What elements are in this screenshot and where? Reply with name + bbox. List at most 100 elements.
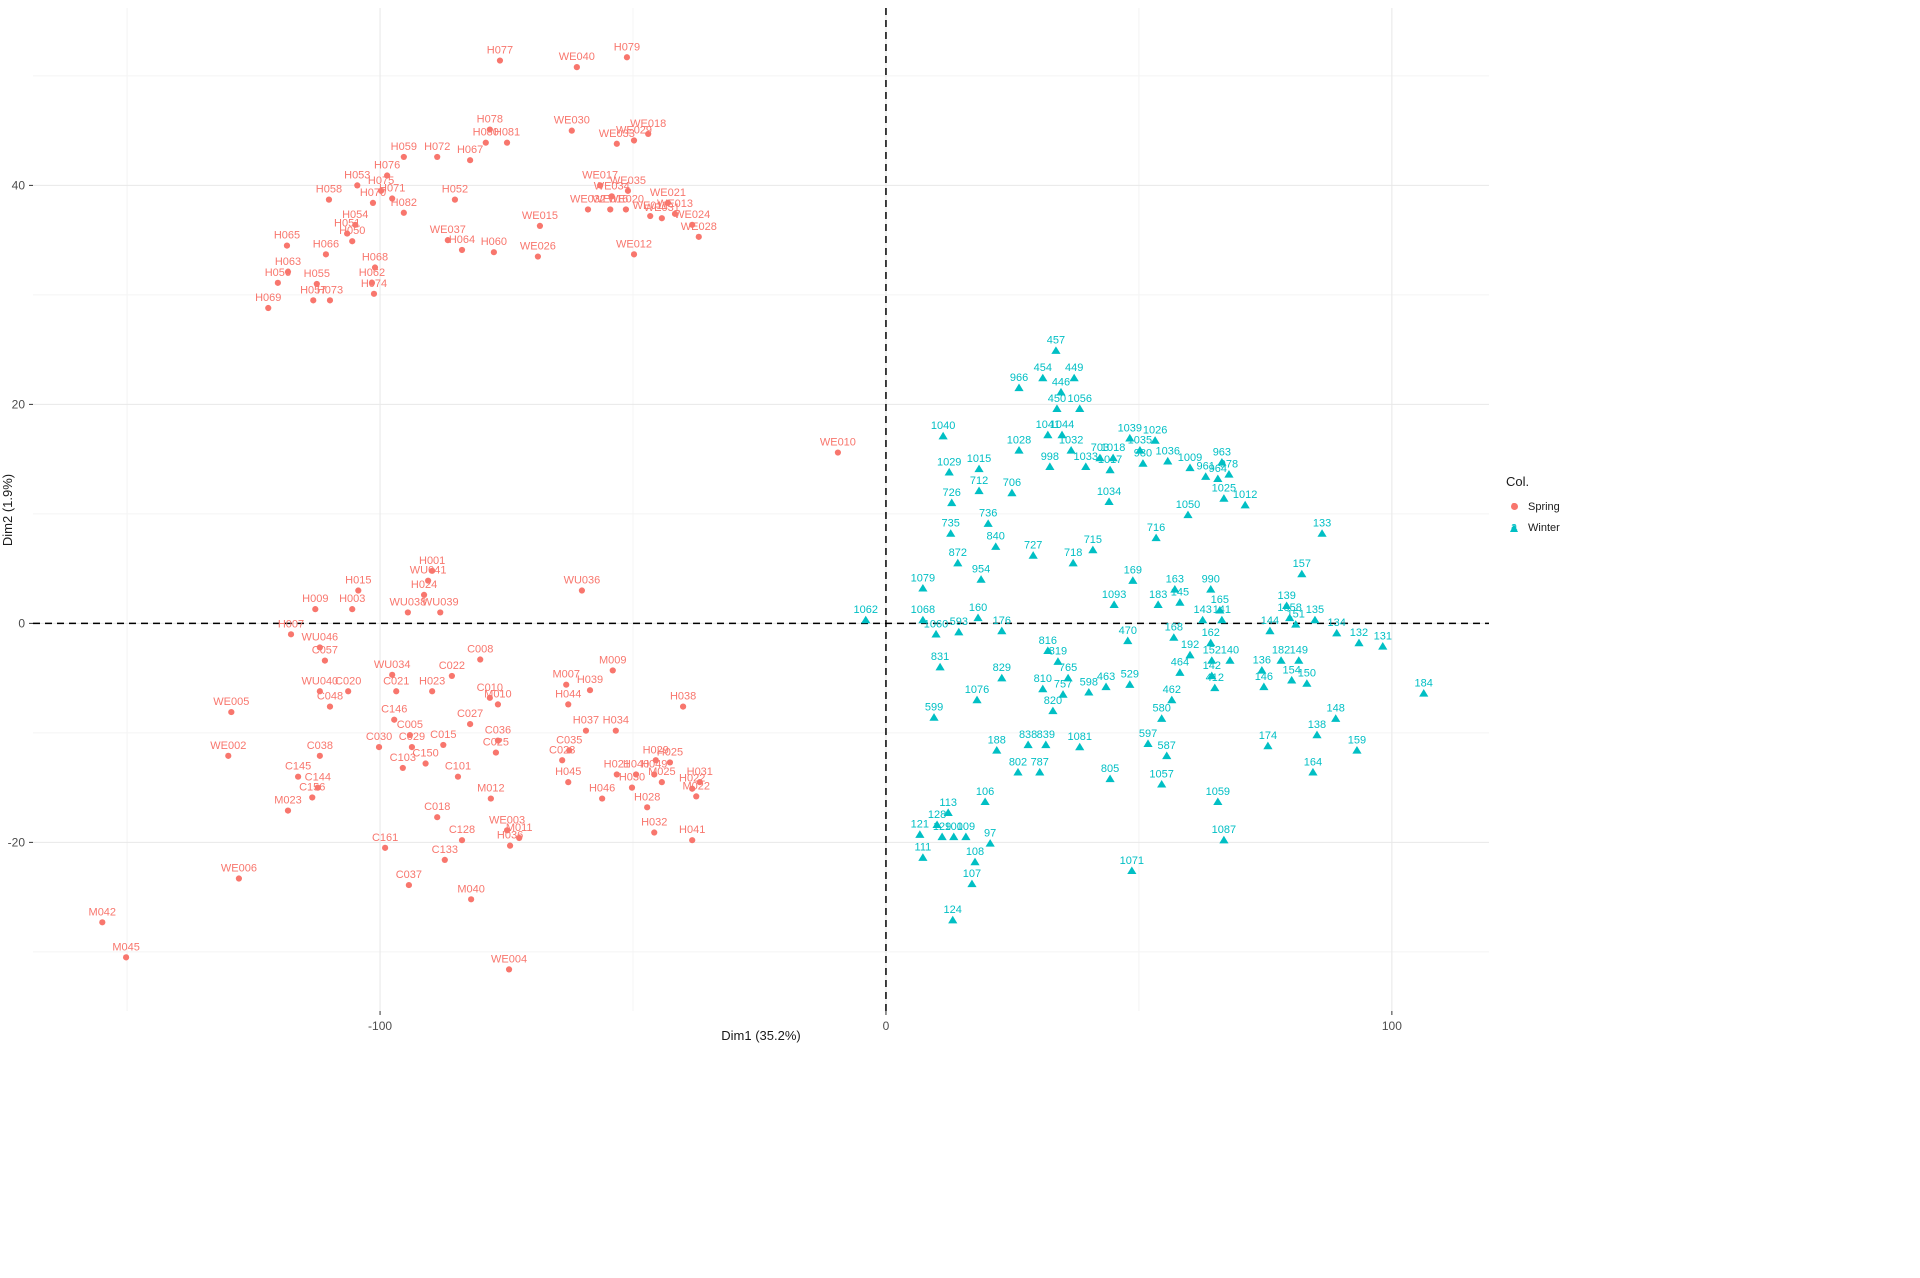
data-point-marker xyxy=(992,745,1002,754)
data-point-marker xyxy=(597,182,604,189)
triangle-marker-icon xyxy=(1510,524,1518,532)
data-point-marker xyxy=(345,688,352,695)
data-point-label: WE018 xyxy=(630,118,666,130)
data-point-marker xyxy=(228,708,235,716)
data-point-marker xyxy=(630,137,638,144)
data-point-label: 1025 xyxy=(1212,483,1236,495)
data-point-label: 135 xyxy=(1306,604,1324,616)
data-point-label: 136 xyxy=(1253,654,1271,666)
data-point-label: 597 xyxy=(1139,728,1157,740)
data-point-marker xyxy=(440,741,447,749)
data-point-label: M042 xyxy=(89,906,117,918)
data-point-label: 1062 xyxy=(853,604,877,616)
data-point-marker xyxy=(391,716,398,723)
data-point-marker xyxy=(235,875,243,882)
data-point-marker xyxy=(1125,680,1135,688)
data-point-label: 1087 xyxy=(1212,824,1236,836)
data-point-label: C029 xyxy=(399,731,425,743)
data-point-label: 141 xyxy=(1213,604,1231,616)
legend-entry-winter[interactable]: a Winter xyxy=(1506,517,1560,538)
data-point-label: C010 xyxy=(477,682,503,694)
data-point-label: 757 xyxy=(1054,679,1072,691)
data-point-label: WE024 xyxy=(674,209,710,221)
data-point-marker xyxy=(1007,488,1017,497)
data-point-marker xyxy=(496,57,504,64)
data-point-label: 990 xyxy=(1202,573,1220,585)
data-point-label: 143 xyxy=(1193,604,1211,616)
data-point-label: 184 xyxy=(1415,677,1433,689)
data-point-marker xyxy=(1052,404,1062,412)
data-point-label: 176 xyxy=(993,615,1011,627)
data-point-label: H075 xyxy=(368,175,394,187)
data-point-marker xyxy=(1162,751,1172,760)
data-point-label: 1076 xyxy=(965,684,989,696)
data-point-label: 816 xyxy=(1039,635,1057,647)
legend-entry-spring[interactable]: a Spring xyxy=(1506,496,1560,517)
data-point-label: H038 xyxy=(670,691,696,703)
data-point-marker xyxy=(573,64,580,71)
data-point-marker xyxy=(1285,613,1295,622)
data-point-label: H053 xyxy=(344,169,370,181)
data-point-marker xyxy=(997,626,1007,635)
data-point-label: H021 xyxy=(604,758,630,770)
data-point-label: 1035 xyxy=(1128,434,1152,446)
y-tick-label: 40 xyxy=(12,178,26,192)
data-point-marker xyxy=(505,966,513,973)
data-point-marker xyxy=(1302,679,1312,687)
data-point-label: C103 xyxy=(390,752,416,764)
data-point-marker xyxy=(689,221,696,228)
data-point-marker xyxy=(468,896,475,903)
data-point-marker xyxy=(482,139,489,146)
data-point-marker xyxy=(666,759,674,766)
data-point-label: H046 xyxy=(589,783,615,795)
data-point-label: 1071 xyxy=(1120,855,1144,867)
data-point-label: WE003 xyxy=(489,814,525,826)
data-point-label: H056 xyxy=(265,267,291,279)
data-point-marker xyxy=(1045,462,1055,470)
data-point-marker xyxy=(985,839,995,847)
data-point-marker xyxy=(1217,615,1227,624)
x-tick-label: 100 xyxy=(1382,1019,1402,1033)
data-point-marker xyxy=(972,695,982,704)
data-point-marker xyxy=(321,657,329,664)
data-point-label: 462 xyxy=(1163,684,1181,696)
data-point-label: 1009 xyxy=(1178,452,1202,464)
data-point-marker xyxy=(429,567,436,574)
data-point-label: H023 xyxy=(419,675,445,687)
data-point-label: 819 xyxy=(1049,646,1067,658)
data-point-label: 1015 xyxy=(967,453,991,465)
data-point-marker xyxy=(1169,633,1179,641)
data-point-label: 1039 xyxy=(1118,422,1142,434)
data-point-label: H062 xyxy=(359,267,385,279)
data-point-label: 188 xyxy=(988,734,1006,746)
data-point-label: 109 xyxy=(957,821,975,833)
data-point-label: WE005 xyxy=(213,696,249,708)
data-point-label: WE033 xyxy=(599,128,635,140)
data-point-marker xyxy=(568,127,575,134)
data-point-marker xyxy=(389,671,396,678)
data-point-label: 454 xyxy=(1034,362,1052,374)
data-point-label: 133 xyxy=(1313,518,1331,530)
data-point-marker xyxy=(565,701,572,708)
data-point-label: M045 xyxy=(112,941,140,953)
data-point-marker xyxy=(976,575,986,583)
data-point-label: C037 xyxy=(396,869,422,881)
data-point-label: 106 xyxy=(976,786,994,798)
data-point-marker xyxy=(325,196,333,203)
data-point-label: WE010 xyxy=(820,437,856,449)
data-point-marker xyxy=(1207,671,1217,680)
data-point-label: 1012 xyxy=(1233,489,1257,501)
data-point-label: 727 xyxy=(1024,539,1042,551)
x-tick-label: 0 xyxy=(883,1019,890,1033)
data-point-label: 715 xyxy=(1084,534,1102,546)
data-point-label: WU036 xyxy=(564,575,601,587)
data-point-label: 1026 xyxy=(1143,425,1167,437)
data-point-label: H064 xyxy=(449,234,475,246)
data-point-label: 599 xyxy=(925,702,943,714)
data-point-marker xyxy=(974,486,984,495)
data-point-label: 134 xyxy=(1328,617,1346,629)
data-point-marker xyxy=(420,591,428,599)
data-point-marker xyxy=(1066,445,1076,454)
data-point-label: 736 xyxy=(979,508,997,520)
